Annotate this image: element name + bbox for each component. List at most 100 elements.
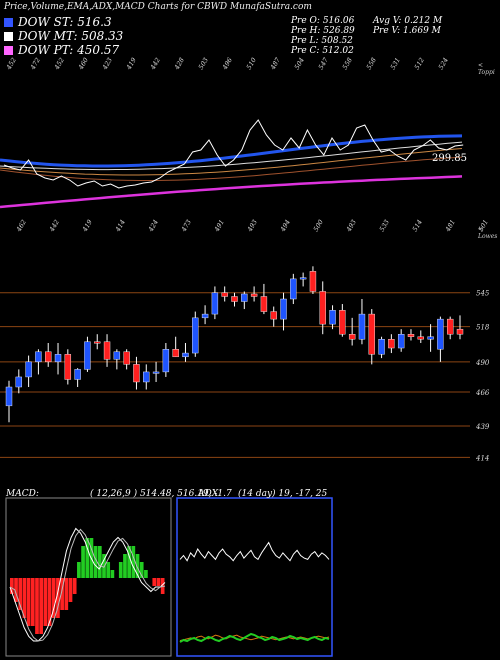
macd-histogram-bar	[10, 578, 14, 594]
ema-top-tick-label: 472	[28, 56, 42, 72]
macd-histogram-bar	[85, 538, 90, 578]
candle-body	[103, 341, 111, 360]
price-level-label: 545	[476, 290, 490, 298]
candle-body	[45, 351, 52, 363]
ema-brown-line	[0, 148, 463, 176]
candle-body	[388, 339, 395, 349]
candle-body	[280, 298, 287, 320]
legend-label-pt: DOW PT: 450.57	[18, 43, 120, 57]
macd-histogram-bar	[110, 570, 115, 578]
candle-body	[456, 328, 464, 335]
legend-swatch-st	[4, 18, 13, 27]
candle-body	[437, 318, 444, 350]
ema-top-tick-label: 442	[148, 56, 162, 72]
candle-body	[319, 291, 326, 325]
ema-bottom-tick-label: 481	[443, 218, 457, 234]
macd-histogram-bar	[26, 578, 31, 626]
dow-st-line	[0, 134, 463, 168]
macd-histogram-bar	[135, 554, 140, 578]
macd-histogram-bar	[160, 578, 165, 594]
candle-body	[192, 317, 199, 354]
adx-label: ADX	[198, 489, 219, 499]
prev-open: Pre O: 516.06	[291, 16, 355, 26]
ema-top-tick-label: 531	[389, 56, 402, 71]
ema-top-tick-label: 503	[197, 56, 210, 71]
candle-body	[221, 292, 228, 297]
ema-bottom-tick-label: 414	[113, 218, 127, 234]
candle-body	[348, 334, 356, 340]
candle-body	[260, 296, 268, 312]
candle-body	[74, 369, 81, 380]
legend-swatch-mt	[4, 32, 13, 41]
avg-volume: Avg V: 0.212 M	[373, 16, 443, 26]
ema-bottom-tick-label: 462	[14, 218, 28, 234]
ema-bottom-tick-label: 491	[212, 218, 226, 234]
macd-signal-line	[9, 528, 166, 642]
candle-body	[54, 354, 62, 363]
candle-body	[113, 351, 121, 360]
ema-top-corner: < Toppi	[478, 62, 495, 76]
candle-body	[5, 386, 13, 407]
price-level-label: 518	[476, 324, 490, 332]
macd-histogram-bar	[30, 578, 35, 626]
ema-bottom-tick-label: 419	[80, 218, 94, 234]
candle-body	[162, 349, 170, 373]
ema-bottom-tick-label: 500	[312, 218, 325, 233]
candle-body	[133, 364, 140, 383]
macd-histogram-bar	[64, 578, 69, 610]
pre-volume: Pre V: 1.669 M	[373, 26, 441, 36]
legend-label-mt: DOW MT: 508.33	[18, 29, 124, 43]
legend-swatch-pt	[4, 46, 13, 55]
macd-histogram-bar	[152, 578, 157, 586]
ema-bottom-tick-label: 494	[278, 218, 292, 234]
candle-body	[358, 313, 366, 340]
macd-histogram-bar	[39, 578, 44, 634]
ema-top-tick-label: 452	[4, 56, 18, 72]
candle-body	[397, 334, 405, 349]
ema-bottom-tick-label: 493	[245, 218, 259, 234]
macd-histogram-bar	[81, 546, 85, 578]
ema-top-tick-label: 487	[268, 56, 282, 72]
price-level-label: 490	[475, 359, 490, 367]
macd-histogram-bar	[56, 578, 60, 618]
candle-body	[299, 277, 307, 280]
macd-label: MACD:	[6, 489, 39, 499]
ema-top-tick-label: 423	[100, 56, 114, 72]
macd-histogram-bar	[60, 578, 64, 610]
macd-histogram-bar	[18, 578, 23, 610]
dow-pt-line	[0, 175, 463, 209]
candle-body	[231, 296, 238, 302]
ema-brown-line	[0, 156, 463, 181]
candle-body	[329, 310, 336, 325]
macd-histogram-bar	[77, 562, 81, 578]
candle-body	[84, 341, 91, 370]
chart-title: Price,Volume,EMA,ADX,MACD Charts for CBW…	[4, 2, 312, 12]
candle-body	[123, 351, 130, 365]
macd-histogram-bar	[14, 578, 18, 602]
price-line	[3, 119, 464, 189]
ema-top-tick-label: 558	[365, 56, 378, 71]
candle-body	[182, 352, 189, 358]
price-level-label: 466	[475, 389, 490, 397]
prev-close: Pre C: 512.02	[291, 46, 354, 56]
candle-body	[250, 293, 258, 297]
ema-bottom-corner: < Lowes	[478, 226, 498, 240]
price-level-label: 414	[475, 454, 489, 462]
candle-body	[407, 334, 415, 337]
candle-body	[339, 310, 346, 335]
adx-line	[179, 541, 330, 562]
macd-histogram-bar	[123, 554, 127, 578]
legend-label-st: DOW ST: 516.3	[18, 15, 112, 29]
candle-body	[201, 313, 209, 319]
macd-histogram-bar	[35, 578, 39, 634]
prev-high: Pre H: 526.89	[291, 26, 355, 36]
ema-mt-line	[0, 141, 463, 171]
candle-body	[35, 351, 42, 363]
macd-histogram-bar	[144, 570, 148, 578]
candle-body	[172, 349, 179, 358]
ema-top-tick-label: 419	[124, 56, 138, 72]
macd-histogram-bar	[131, 546, 136, 578]
ema-top-tick-label: 510	[245, 56, 258, 71]
ema-bottom-tick-label: 514	[411, 218, 424, 233]
